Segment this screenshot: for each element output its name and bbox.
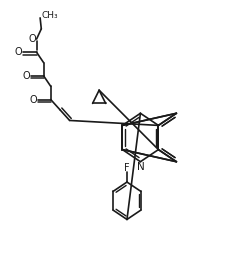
Text: N: N [137, 162, 144, 172]
Text: O: O [28, 34, 36, 44]
Text: O: O [15, 47, 22, 57]
Text: F: F [124, 163, 130, 173]
Text: O: O [30, 95, 37, 104]
Text: O: O [23, 71, 30, 81]
Text: CH₃: CH₃ [41, 11, 58, 20]
